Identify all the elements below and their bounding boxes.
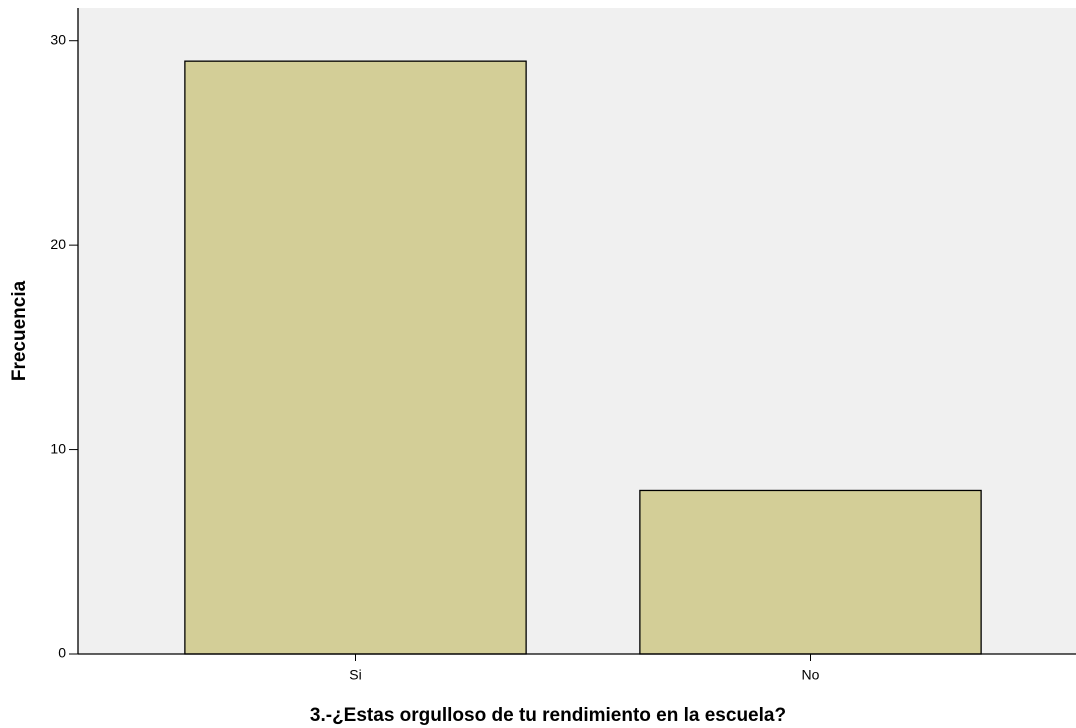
y-tick-label: 10 [50, 440, 66, 456]
bar [639, 489, 982, 655]
x-tick-label: Si [349, 667, 361, 683]
bar [184, 60, 527, 655]
x-tick-label: No [802, 667, 820, 683]
y-axis-title: Frecuencia [9, 280, 30, 381]
y-tick-label: 20 [50, 236, 66, 252]
x-axis-title: 3.-¿Estas orgulloso de tu rendimiento en… [310, 705, 786, 726]
y-tick-label: 0 [58, 645, 66, 661]
y-tick-label: 30 [50, 31, 66, 47]
